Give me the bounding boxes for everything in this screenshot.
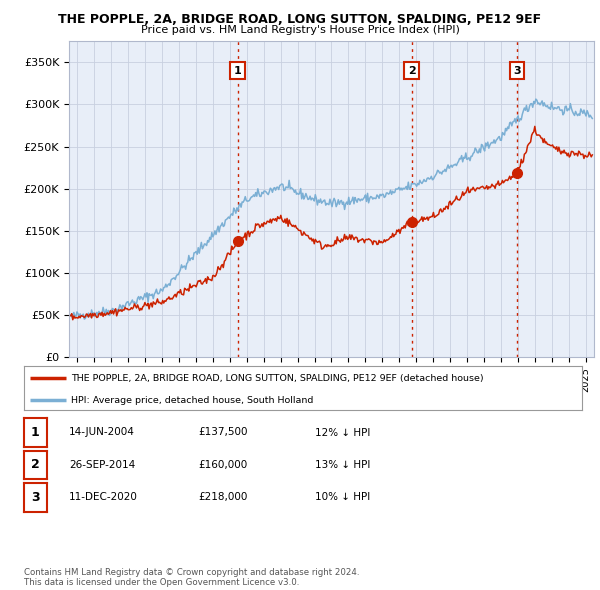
Text: 1: 1 [233,65,241,76]
Text: 2: 2 [408,65,415,76]
Text: 3: 3 [31,491,40,504]
Text: 3: 3 [513,65,521,76]
Text: Contains HM Land Registry data © Crown copyright and database right 2024.
This d: Contains HM Land Registry data © Crown c… [24,568,359,587]
Text: 11-DEC-2020: 11-DEC-2020 [69,493,138,502]
Text: 26-SEP-2014: 26-SEP-2014 [69,460,135,470]
Text: 14-JUN-2004: 14-JUN-2004 [69,428,135,437]
Text: 2: 2 [31,458,40,471]
Text: Price paid vs. HM Land Registry's House Price Index (HPI): Price paid vs. HM Land Registry's House … [140,25,460,35]
Text: 1: 1 [31,426,40,439]
Text: £218,000: £218,000 [198,493,247,502]
Text: THE POPPLE, 2A, BRIDGE ROAD, LONG SUTTON, SPALDING, PE12 9EF: THE POPPLE, 2A, BRIDGE ROAD, LONG SUTTON… [58,13,542,26]
Text: 12% ↓ HPI: 12% ↓ HPI [315,428,370,437]
Text: £160,000: £160,000 [198,460,247,470]
Text: 13% ↓ HPI: 13% ↓ HPI [315,460,370,470]
Text: £137,500: £137,500 [198,428,248,437]
Text: THE POPPLE, 2A, BRIDGE ROAD, LONG SUTTON, SPALDING, PE12 9EF (detached house): THE POPPLE, 2A, BRIDGE ROAD, LONG SUTTON… [71,373,484,383]
Text: 10% ↓ HPI: 10% ↓ HPI [315,493,370,502]
Text: HPI: Average price, detached house, South Holland: HPI: Average price, detached house, Sout… [71,396,314,405]
